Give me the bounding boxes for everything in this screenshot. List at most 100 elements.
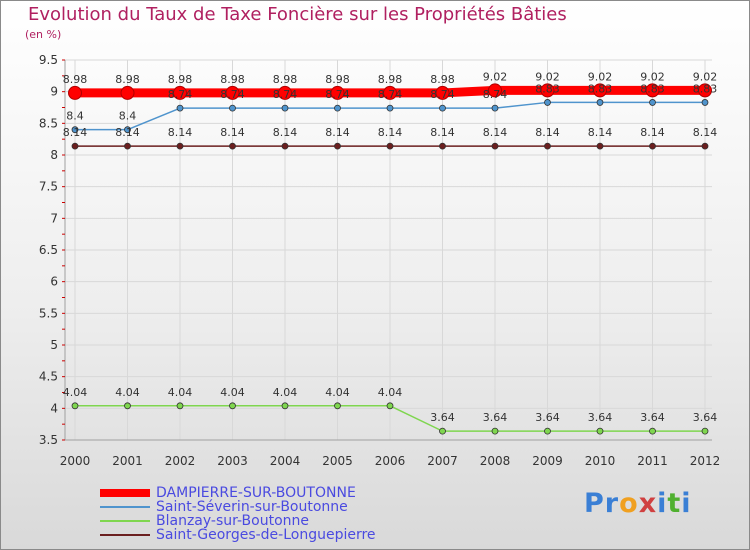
data-point-0 [120, 85, 135, 100]
data-label-0: 8.98 [168, 73, 193, 86]
y-tick-label: 8 [50, 148, 58, 162]
y-tick-label: 4 [50, 401, 58, 415]
data-label-1: 8.4 [66, 110, 84, 123]
data-label-2: 4.04 [220, 386, 245, 399]
y-tick-label: 7 [50, 211, 58, 225]
data-point-1 [649, 99, 656, 106]
x-tick-label: 2002 [165, 454, 196, 468]
data-label-1: 8.74 [430, 88, 455, 101]
x-tick-label: 2000 [60, 454, 91, 468]
data-label-1: 8.4 [119, 110, 137, 123]
data-point-2 [229, 402, 236, 410]
data-label-1: 8.74 [483, 88, 508, 101]
legend-swatch [100, 520, 150, 522]
data-label-1: 8.74 [378, 88, 403, 101]
data-label-0: 9.02 [640, 70, 665, 83]
data-point-3 [544, 142, 551, 150]
data-point-2 [71, 402, 79, 410]
data-label-1: 8.83 [640, 82, 665, 95]
data-point-3 [386, 142, 394, 150]
data-label-0: 8.98 [325, 73, 350, 86]
logo-letter: P [584, 488, 605, 519]
data-point-1 [229, 104, 236, 112]
data-point-2 [701, 427, 709, 435]
x-tick-label: 2012 [690, 454, 721, 468]
data-label-0: 9.02 [535, 70, 560, 83]
data-label-3: 8.14 [640, 126, 665, 139]
logo-letter: i [657, 488, 668, 519]
data-label-2: 4.04 [378, 386, 403, 399]
data-point-1 [281, 104, 289, 112]
y-tick-label: 6.5 [39, 243, 58, 257]
legend-swatch [100, 489, 150, 497]
data-point-1 [701, 99, 709, 106]
x-tick-label: 2001 [112, 454, 143, 468]
data-label-2: 3.64 [430, 411, 455, 424]
data-label-2: 4.04 [63, 386, 88, 399]
data-label-3: 8.14 [535, 126, 560, 139]
x-tick-label: 2004 [270, 454, 301, 468]
x-tick-label: 2008 [480, 454, 511, 468]
legend-label: Saint-Séverin-sur-Boutonne [156, 499, 348, 515]
data-point-2 [491, 427, 499, 435]
data-point-3 [334, 142, 341, 150]
data-point-0 [225, 85, 240, 100]
data-point-1 [386, 104, 394, 112]
data-point-3 [701, 142, 709, 150]
data-point-2 [544, 427, 551, 435]
data-point-0 [593, 83, 607, 98]
y-tick-label: 9 [50, 85, 58, 99]
data-label-0: 8.98 [115, 73, 140, 86]
data-label-0: 9.02 [693, 70, 718, 83]
data-label-2: 4.04 [273, 386, 298, 399]
data-label-0: 8.98 [220, 73, 245, 86]
data-label-3: 8.14 [273, 126, 298, 139]
data-point-0 [278, 85, 292, 100]
legend-swatch [100, 506, 150, 508]
data-point-0 [68, 85, 82, 100]
data-point-3 [491, 142, 499, 150]
data-point-0 [645, 83, 660, 98]
unit-label: (en %) [25, 28, 62, 41]
data-label-3: 8.14 [693, 126, 718, 139]
data-label-2: 4.04 [325, 386, 350, 399]
data-label-1: 8.83 [693, 82, 718, 95]
y-tick-label: 5 [50, 338, 58, 352]
x-tick-label: 2005 [322, 454, 353, 468]
data-point-2 [596, 427, 604, 435]
data-point-2 [124, 402, 131, 410]
data-point-2 [386, 402, 394, 410]
data-label-3: 8.14 [378, 126, 403, 139]
data-point-3 [229, 142, 236, 150]
logo-letter: t [667, 488, 682, 519]
data-label-1: 8.74 [220, 88, 245, 101]
data-point-3 [124, 142, 131, 150]
x-tick-label: 2011 [637, 454, 668, 468]
data-point-0 [383, 85, 397, 100]
data-label-1: 8.83 [588, 82, 613, 95]
data-label-1: 8.74 [325, 88, 350, 101]
data-label-1: 8.74 [168, 88, 193, 101]
data-point-3 [439, 142, 446, 150]
data-point-2 [439, 427, 446, 435]
data-point-3 [649, 142, 656, 150]
data-label-2: 3.64 [640, 411, 665, 424]
data-point-3 [596, 142, 604, 150]
data-label-3: 8.14 [115, 126, 140, 139]
data-label-3: 8.14 [483, 126, 508, 139]
data-label-2: 3.64 [588, 411, 613, 424]
y-tick-label: 8.5 [39, 116, 58, 130]
data-point-1 [176, 104, 184, 112]
x-tick-label: 2010 [585, 454, 616, 468]
legend-label: Blanzay-sur-Boutonne [156, 513, 310, 529]
data-label-0: 8.98 [63, 73, 88, 86]
x-tick-label: 2007 [427, 454, 458, 468]
x-tick-label: 2009 [532, 454, 563, 468]
data-point-0 [540, 83, 555, 98]
legend-label: DAMPIERRE-SUR-BOUTONNE [156, 485, 356, 501]
y-tick-label: 6 [50, 275, 58, 289]
data-label-0: 9.02 [483, 70, 508, 83]
data-label-2: 3.64 [483, 411, 508, 424]
data-label-2: 4.04 [115, 386, 140, 399]
data-point-2 [176, 402, 184, 410]
